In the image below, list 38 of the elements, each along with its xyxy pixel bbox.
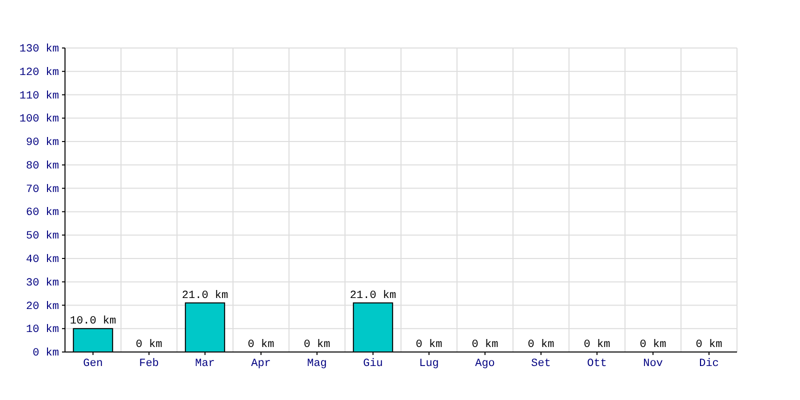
data-label: 0 km	[584, 339, 611, 351]
data-label: 0 km	[248, 339, 275, 351]
x-tick-label: Mag	[307, 358, 327, 370]
y-tick-label: 0 km	[32, 348, 60, 360]
data-label: 0 km	[472, 339, 499, 351]
y-tick-label: 70 km	[26, 184, 60, 196]
x-tick-label: Mar	[195, 358, 215, 370]
x-tick-label: Dic	[699, 358, 719, 370]
data-label: 0 km	[304, 339, 331, 351]
x-tick-label: Set	[531, 358, 551, 370]
x-tick-label: Gen	[83, 358, 103, 370]
x-tick-label: Ott	[587, 358, 607, 370]
y-tick-label: 10 km	[26, 324, 60, 336]
y-tick-label: 60 km	[26, 207, 60, 220]
y-tick-label: 130 km	[19, 44, 60, 56]
y-tick-label: 90 km	[26, 137, 60, 150]
x-tick-label: Giu	[363, 358, 383, 370]
x-tick-label: Nov	[643, 358, 664, 370]
y-tick-label: 30 km	[26, 277, 60, 290]
x-tick-label: Apr	[251, 358, 271, 370]
y-tick-label: 80 km	[26, 160, 60, 172]
data-label: 21.0 km	[350, 290, 396, 302]
y-tick-label: 110 km	[19, 90, 60, 102]
x-tick-label: Lug	[419, 358, 439, 370]
data-label: 0 km	[640, 339, 667, 351]
data-label: 10.0 km	[70, 316, 116, 328]
x-tick-label: Ago	[475, 358, 495, 370]
data-label: 0 km	[136, 339, 163, 351]
data-label: 0 km	[696, 339, 723, 351]
y-tick-label: 120 km	[19, 66, 60, 79]
x-tick-label: Feb	[139, 358, 159, 370]
y-tick-label: 50 km	[26, 230, 60, 243]
y-tick-label: 40 km	[26, 254, 60, 266]
data-label: 0 km	[528, 339, 555, 351]
data-label: 0 km	[416, 339, 443, 351]
y-tick-label: 20 km	[26, 300, 60, 313]
data-label: 21.0 km	[182, 290, 228, 302]
y-tick-label: 100 km	[19, 114, 60, 126]
